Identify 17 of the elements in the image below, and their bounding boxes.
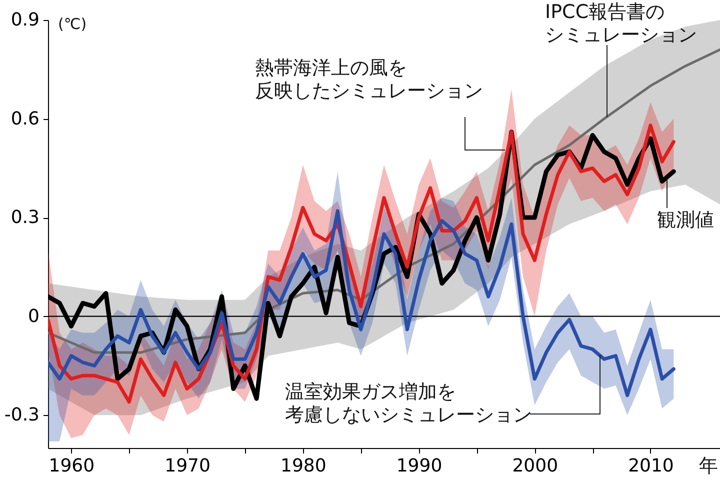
- y-tick-label: -0.3: [4, 404, 40, 426]
- x-axis-title: 年: [699, 455, 718, 477]
- x-tick-label: 1960: [48, 456, 95, 476]
- text: 熱帯海洋上の風を反映したシミュレーション: [255, 57, 483, 102]
- x-tick-label: 1980: [280, 456, 326, 476]
- y-tick-label: 0.9: [10, 10, 40, 30]
- y-tick-label: 0: [28, 306, 40, 327]
- series-label: IPCC報告書のシミュレーション: [545, 1, 697, 46]
- y-axis-title: (℃): [58, 15, 87, 33]
- series-label: 温室効果ガス増加を考慮しないシミュレーション: [285, 381, 532, 426]
- x-tick-label: 2010: [628, 456, 674, 476]
- x-tick-label: 2000: [512, 456, 558, 476]
- series-label: 観測値: [657, 209, 714, 231]
- y-tick-label: 0.6: [10, 108, 40, 130]
- y-tick-label: 0.3: [10, 207, 40, 228]
- x-tick-label: 1990: [396, 456, 442, 476]
- x-tick-label: 1970: [164, 456, 210, 476]
